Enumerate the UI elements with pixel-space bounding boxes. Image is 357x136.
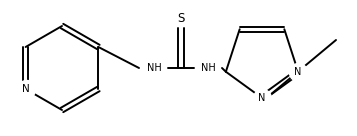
Text: N: N [22,84,30,94]
Text: S: S [177,12,185,24]
Text: N: N [258,93,266,103]
Text: N: N [295,67,302,77]
Text: NH: NH [147,63,161,73]
Text: NH: NH [201,63,215,73]
